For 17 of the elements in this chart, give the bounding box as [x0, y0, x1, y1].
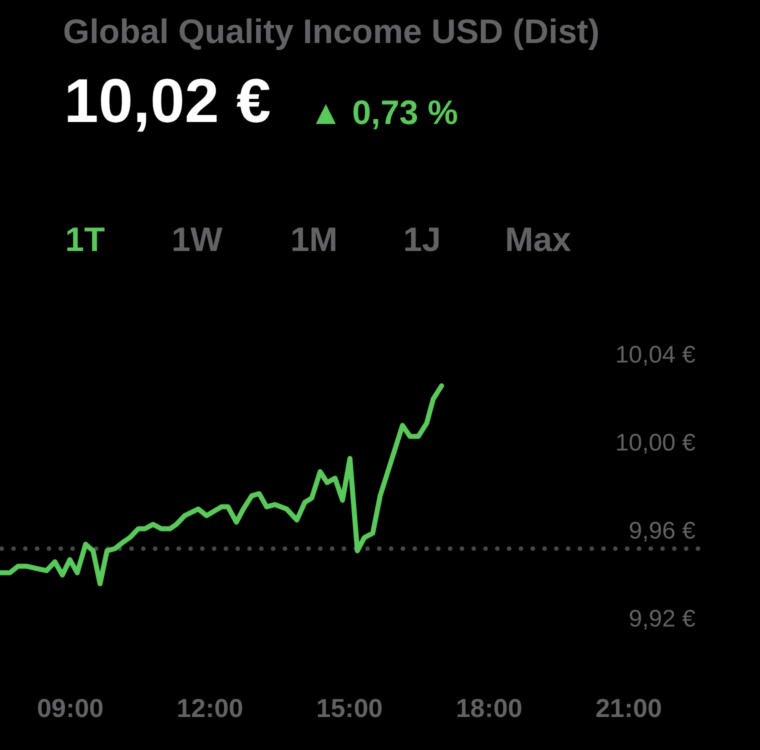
y-tick-label: 9,96 € [628, 518, 696, 544]
x-tick-label: 21:00 [595, 693, 662, 723]
y-tick-label: 10,04 € [615, 342, 696, 368]
x-tick-label: 15:00 [316, 693, 383, 723]
x-tick-label: 12:00 [176, 693, 244, 723]
y-tick-label: 10,00 € [615, 430, 696, 456]
chart-title: Global Quality Income USD (Dist) [63, 13, 600, 51]
y-tick-label: 9,92 € [628, 606, 696, 632]
text: 1T [65, 221, 106, 259]
chart-subtitle: 10,02 € [64, 67, 271, 136]
x-tick-label: 18:00 [456, 693, 522, 723]
text: 1W [172, 221, 224, 259]
text: 1J [403, 221, 441, 259]
text: 1M [290, 221, 338, 259]
text: ▲ 0,73 % [309, 94, 458, 132]
text: Max [504, 221, 572, 259]
x-tick-label: 09:00 [37, 693, 104, 723]
